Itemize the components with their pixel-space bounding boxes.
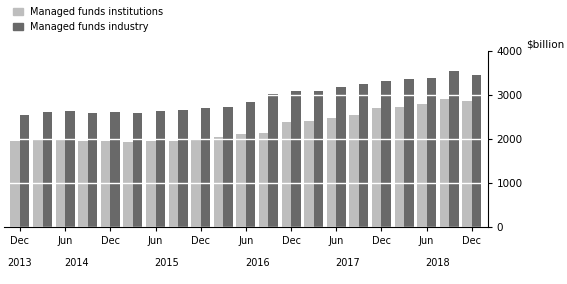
- Bar: [404, 79, 413, 227]
- Text: 2018: 2018: [426, 258, 450, 268]
- Bar: [88, 113, 98, 227]
- Text: 2016: 2016: [245, 258, 269, 268]
- Bar: [168, 141, 178, 227]
- Bar: [314, 91, 323, 227]
- Text: 2013: 2013: [8, 258, 32, 268]
- Bar: [201, 108, 210, 227]
- Bar: [111, 112, 120, 227]
- Text: $billion: $billion: [526, 39, 565, 49]
- Bar: [20, 114, 29, 227]
- Bar: [214, 137, 223, 227]
- Bar: [65, 111, 75, 227]
- Bar: [472, 75, 481, 227]
- Bar: [304, 121, 314, 227]
- Bar: [349, 114, 359, 227]
- Bar: [372, 108, 382, 227]
- Bar: [133, 113, 142, 227]
- Bar: [56, 139, 65, 227]
- Bar: [269, 94, 278, 227]
- Legend: Managed funds institutions, Managed funds industry: Managed funds institutions, Managed fund…: [9, 3, 167, 36]
- Bar: [101, 141, 111, 227]
- Bar: [78, 141, 88, 227]
- Bar: [395, 106, 404, 227]
- Text: 2014: 2014: [64, 258, 89, 268]
- Bar: [336, 87, 346, 227]
- Bar: [146, 141, 155, 227]
- Bar: [382, 81, 391, 227]
- Bar: [462, 101, 472, 227]
- Bar: [223, 106, 233, 227]
- Bar: [11, 141, 20, 227]
- Bar: [426, 78, 436, 227]
- Bar: [43, 112, 52, 227]
- Bar: [236, 134, 246, 227]
- Bar: [178, 110, 188, 227]
- Bar: [359, 84, 369, 227]
- Bar: [417, 104, 426, 227]
- Bar: [246, 102, 255, 227]
- Bar: [33, 141, 43, 227]
- Bar: [124, 142, 133, 227]
- Bar: [155, 111, 165, 227]
- Text: 2015: 2015: [154, 258, 179, 268]
- Bar: [440, 99, 449, 227]
- Bar: [449, 71, 459, 227]
- Bar: [291, 91, 301, 227]
- Text: 2017: 2017: [335, 258, 360, 268]
- Bar: [259, 133, 269, 227]
- Bar: [327, 118, 336, 227]
- Bar: [191, 139, 201, 227]
- Bar: [282, 122, 291, 227]
